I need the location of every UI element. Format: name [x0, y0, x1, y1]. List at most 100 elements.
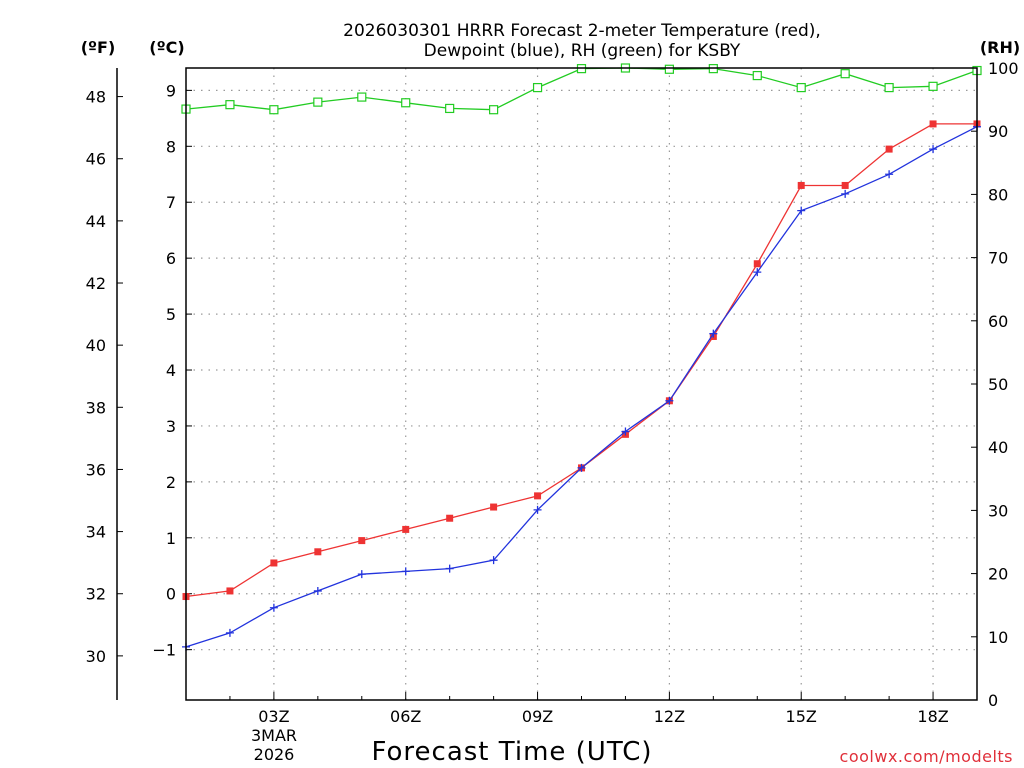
dewpoint-point	[797, 206, 806, 215]
date-label-year: 2026	[254, 745, 295, 764]
rh-tick-label: 10	[988, 628, 1008, 647]
celsius-tick-label: 5	[166, 305, 176, 324]
fahrenheit-tick-label: 40	[86, 336, 106, 355]
rh-series	[181, 63, 982, 115]
celsius-tick-label: 9	[166, 81, 176, 100]
dewpoint-point	[577, 463, 586, 472]
fahrenheit-tick-label: 32	[86, 585, 106, 604]
temperature-series	[182, 120, 981, 601]
temperature-point	[534, 492, 542, 500]
celsius-tick-labels: −1 0 1 2 3 4 5 6 7 8 9	[152, 81, 176, 659]
rh-point	[664, 64, 674, 74]
rh-point	[357, 92, 367, 102]
axis-ticks	[117, 67, 978, 701]
rh-tick-label: 90	[988, 122, 1008, 141]
fahrenheit-tick-label: 44	[86, 212, 106, 231]
celsius-tick-label: 8	[166, 137, 176, 156]
dewpoint-point	[269, 603, 278, 612]
celsius-tick-label: 0	[166, 585, 176, 604]
rh-point	[532, 82, 543, 93]
rh-point	[840, 69, 850, 79]
rh-tick-labels: 0 10 20 30 40 50 60 70 80 90 100	[988, 59, 1019, 710]
dewpoint-line	[185, 126, 978, 648]
celsius-tick-label: 6	[166, 249, 176, 268]
fahrenheit-unit-label: (ºF)	[81, 38, 116, 57]
rh-tick-label: 80	[988, 185, 1008, 204]
rh-tick-label: 50	[988, 375, 1008, 394]
temperature-point	[490, 503, 498, 511]
dewpoint-point	[621, 427, 630, 436]
time-tick-label: 09Z	[522, 707, 553, 726]
celsius-tick-label: 3	[166, 417, 176, 436]
dewpoint-point	[489, 556, 498, 565]
rh-point	[445, 103, 455, 114]
date-label-day-month: 3MAR	[251, 726, 297, 745]
dewpoint-series	[182, 122, 981, 651]
rh-tick-label: 30	[988, 501, 1008, 520]
rh-tick-label: 70	[988, 249, 1008, 268]
fahrenheit-tick-label: 36	[86, 460, 106, 479]
rh-line	[185, 67, 978, 111]
temperature-point	[446, 514, 454, 522]
x-axis-title: Forecast Time (UTC)	[371, 737, 652, 767]
time-tick-labels: 03Z 06Z 09Z 12Z 15Z 18Z	[258, 707, 949, 726]
fahrenheit-tick-label: 46	[86, 150, 106, 169]
rh-point	[796, 82, 806, 93]
temperature-point	[226, 587, 234, 595]
dewpoint-point	[533, 505, 542, 514]
rh-point	[752, 70, 762, 81]
rh-point	[313, 97, 323, 107]
rh-unit-label: (RH)	[980, 38, 1020, 57]
celsius-unit-label: (ºC)	[149, 38, 184, 57]
fahrenheit-tick-label: 42	[86, 274, 106, 293]
dewpoint-point	[665, 396, 674, 405]
temperature-point	[929, 120, 937, 128]
time-tick-label: 06Z	[390, 707, 421, 726]
celsius-tick-label: −1	[152, 641, 176, 660]
rh-point	[269, 105, 279, 115]
rh-point	[928, 81, 938, 91]
temperature-point	[753, 260, 761, 268]
dewpoint-point	[709, 329, 718, 338]
temperature-point	[797, 181, 805, 189]
dewpoint-point	[401, 567, 410, 576]
rh-point	[401, 98, 411, 108]
rh-point	[884, 82, 894, 93]
fahrenheit-tick-label: 30	[86, 647, 106, 666]
grid-lines	[186, 68, 977, 700]
time-tick-label: 18Z	[917, 707, 948, 726]
rh-tick-label: 100	[988, 59, 1019, 78]
temperature-point	[885, 145, 893, 153]
rh-tick-label: 40	[988, 438, 1008, 457]
rh-tick-label: 0	[988, 691, 998, 710]
temperature-point	[358, 537, 366, 545]
celsius-tick-label: 4	[166, 361, 176, 380]
dewpoint-point	[313, 586, 322, 595]
credit-text: coolwx.com/modelts	[840, 747, 1013, 766]
temperature-line	[185, 123, 977, 598]
temperature-point	[314, 548, 322, 556]
celsius-tick-label: 1	[166, 529, 176, 548]
dewpoint-point	[841, 189, 850, 198]
time-tick-label: 03Z	[258, 707, 289, 726]
dewpoint-point	[225, 628, 234, 637]
fahrenheit-tick-label: 48	[86, 88, 106, 107]
rh-point	[225, 100, 235, 110]
fahrenheit-tick-label: 34	[86, 523, 106, 542]
dewpoint-point	[357, 570, 366, 579]
plot-frame	[185, 67, 978, 701]
chart-title-line-1: 2026030301 HRRR Forecast 2-meter Tempera…	[343, 21, 821, 41]
temperature-point	[402, 525, 410, 533]
dewpoint-point	[445, 564, 454, 573]
time-tick-label: 15Z	[786, 707, 817, 726]
rh-tick-label: 60	[988, 312, 1008, 331]
celsius-tick-label: 7	[166, 193, 176, 212]
temperature-point	[270, 559, 278, 567]
fahrenheit-tick-label: 38	[86, 398, 106, 417]
dewpoint-point	[753, 268, 762, 277]
celsius-tick-label: 2	[166, 473, 176, 492]
chart-title-line-2: Dewpoint (blue), RH (green) for KSBY	[424, 41, 741, 61]
time-tick-label: 12Z	[654, 707, 685, 726]
fahrenheit-tick-labels: 30 32 34 36 38 40 42 44 46 48	[86, 88, 106, 666]
